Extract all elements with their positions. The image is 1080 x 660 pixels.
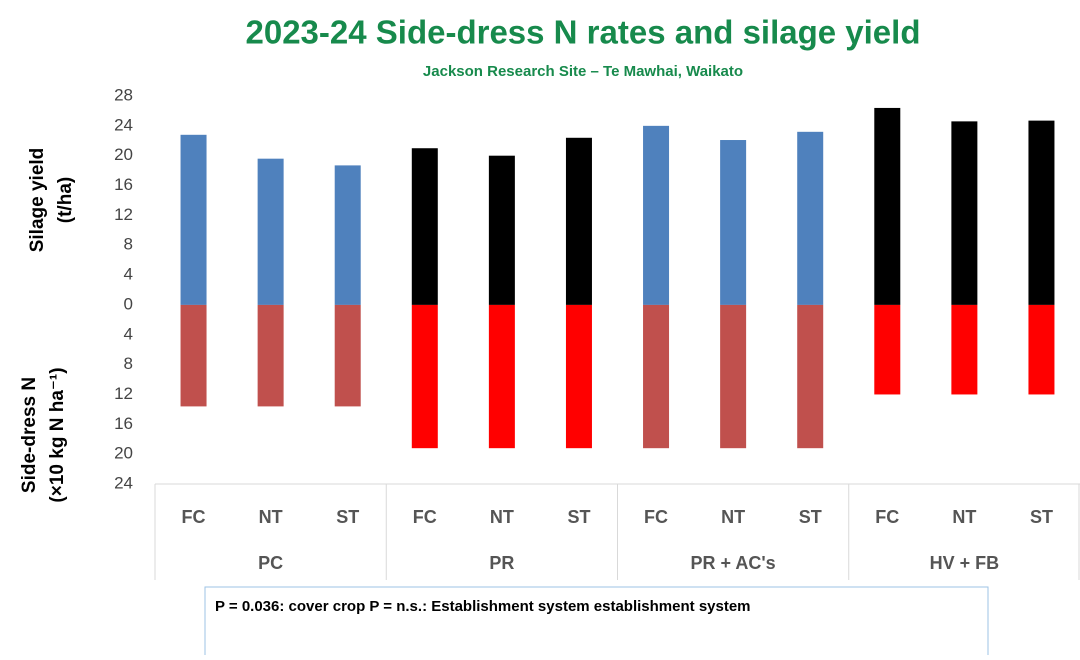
y-tick-label: 20 [114,145,133,164]
y-axis-label: (t/ha) [55,177,76,223]
y-axis-label: Silage yield [27,148,48,253]
bar [180,304,207,407]
y-tick-label: 16 [114,175,133,194]
y-tick-label: 20 [114,444,133,463]
y-tick-label: 0 [124,294,133,313]
bar [643,125,670,305]
x-tick-label: NT [952,507,976,527]
bar [797,304,824,449]
bar [488,155,515,305]
x-tick-label: NT [721,507,745,527]
y-tick-label: 12 [114,205,133,224]
x-tick-label: FC [875,507,899,527]
y-tick-label: 24 [114,473,133,492]
y-tick-label: 4 [124,324,133,343]
bar [411,148,438,305]
x-tick-label: ST [567,507,590,527]
bar [257,158,284,305]
x-tick-label: NT [490,507,514,527]
y-tick-label: 12 [114,384,133,403]
bar [488,304,515,449]
bar [951,121,978,305]
x-tick-label: ST [1030,507,1053,527]
group-label: PR + AC's [691,553,776,573]
y-tick-label: 28 [114,85,133,104]
y-axis-label: (×10 kg N ha⁻¹) [47,367,68,502]
bar [643,304,670,449]
bar [1028,304,1055,395]
bar [565,304,592,449]
chart-subtitle: Jackson Research Site – Te Mawhai, Waika… [423,63,743,80]
bar [565,137,592,305]
x-tick-label: NT [259,507,283,527]
bar [874,107,901,305]
x-tick-label: FC [644,507,668,527]
y-tick-label: 8 [124,354,133,373]
note: P = 0.036: cover crop P = n.s.: Establis… [215,598,751,615]
group-label: PC [258,553,283,573]
x-tick-label: FC [413,507,437,527]
x-tick-label: ST [336,507,359,527]
y-tick-label: 16 [114,414,133,433]
bar [797,131,824,305]
y-tick-label: 24 [114,115,133,134]
y-tick-label: 4 [124,265,133,284]
y-axis-label: Side-dress N [19,377,40,493]
y-tick-label: 8 [124,235,133,254]
bar [720,304,747,449]
x-tick-label: ST [799,507,822,527]
bar [411,304,438,449]
group-label: PR [489,553,514,573]
bar [951,304,978,395]
chart-title: 2023-24 Side-dress N rates and silage yi… [245,14,920,51]
x-tick-label: FC [182,507,206,527]
bar [874,304,901,395]
bar [334,165,361,305]
bar [257,304,284,407]
group-label: HV + FB [930,553,1000,573]
bar [1028,120,1055,305]
bar [720,140,747,305]
bar [334,304,361,407]
bar [180,134,207,305]
